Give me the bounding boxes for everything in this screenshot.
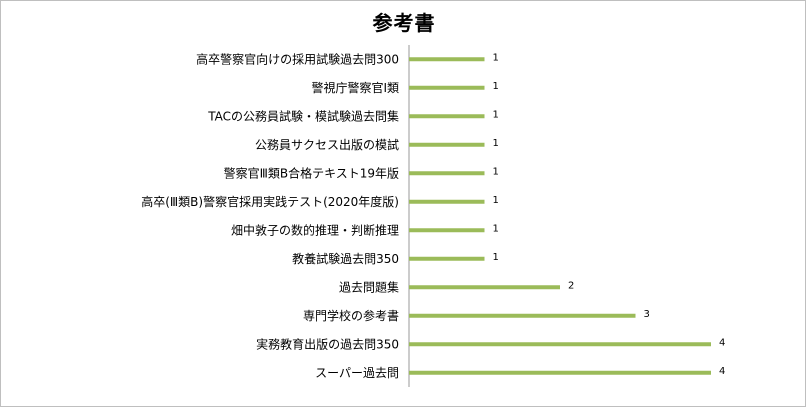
data-label: 3 xyxy=(644,309,650,320)
bar xyxy=(409,142,485,147)
data-label: 4 xyxy=(719,337,725,348)
category-label: 高卒警察官向けの採用試験過去問300 xyxy=(196,51,399,66)
data-label: 1 xyxy=(493,138,499,149)
data-label: 1 xyxy=(493,195,499,206)
data-label: 1 xyxy=(493,52,499,63)
bar xyxy=(409,114,485,119)
category-label: 警察官Ⅲ類B合格テキスト19年版 xyxy=(224,165,399,180)
category-label: 高卒(Ⅲ類B)警察官採用実践テスト(2020年度版) xyxy=(141,194,399,209)
bar xyxy=(409,171,485,176)
bar xyxy=(409,199,485,204)
bar xyxy=(409,57,485,62)
category-label: 教養試験過去問350 xyxy=(292,251,399,266)
bar xyxy=(409,313,636,318)
category-label: 専門学校の参考書 xyxy=(303,308,399,323)
bar xyxy=(409,85,485,90)
category-labels-group: 高卒警察官向けの採用試験過去問300 警視庁警察官Ⅰ類 TACの公務員試験・模試験過… xyxy=(141,51,399,380)
category-label: 過去問題集 xyxy=(339,279,399,294)
chart-title: 参考書 xyxy=(372,11,436,35)
category-label: TACの公務員試験・模試験過去問集 xyxy=(207,108,399,123)
bar xyxy=(409,285,560,290)
data-label: 2 xyxy=(568,280,574,291)
data-label: 1 xyxy=(493,223,499,234)
category-label: 公務員サクセス出版の模試 xyxy=(255,137,399,152)
bars-group xyxy=(409,57,711,375)
bar xyxy=(409,256,485,261)
category-label: 警視庁警察官Ⅰ類 xyxy=(311,80,399,95)
bar xyxy=(409,342,711,347)
data-label: 1 xyxy=(493,109,499,120)
category-label: 実務教育出版の過去問350 xyxy=(256,336,399,351)
data-label: 1 xyxy=(493,81,499,92)
bar xyxy=(409,228,485,233)
data-labels-group: 1 1 1 1 1 1 1 1 2 3 4 4 xyxy=(493,52,726,377)
category-label: 畑中敦子の数的推理・判断推理 xyxy=(231,222,399,237)
data-label: 1 xyxy=(493,252,499,263)
bar xyxy=(409,370,711,375)
data-label: 4 xyxy=(719,366,725,377)
data-label: 1 xyxy=(493,166,499,177)
category-label: スーパー過去問 xyxy=(315,366,399,380)
